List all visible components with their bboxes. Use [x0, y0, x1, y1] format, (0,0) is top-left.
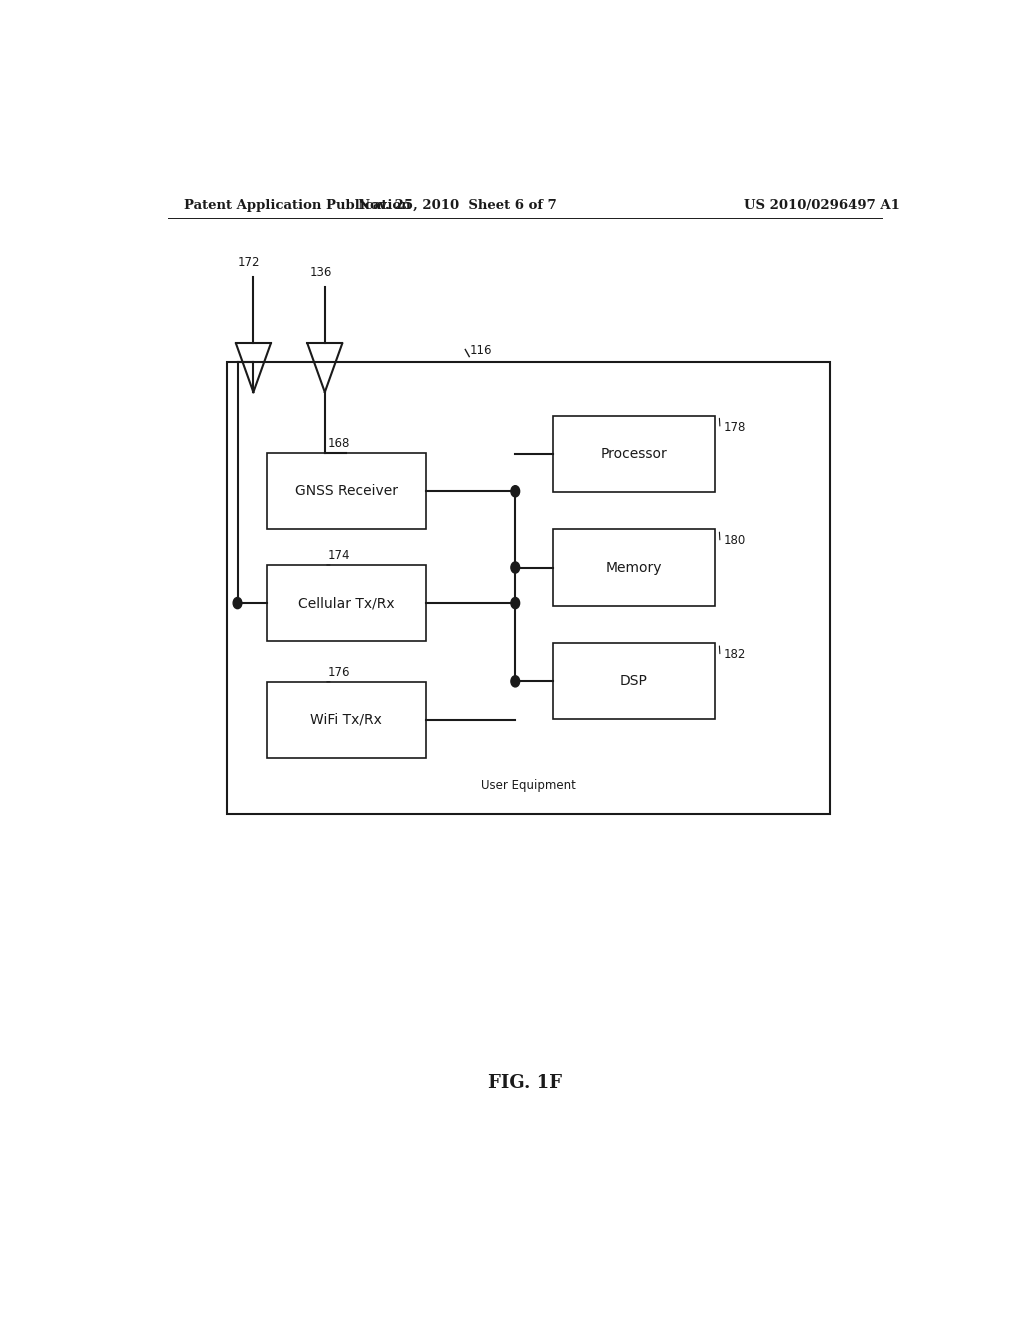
Text: GNSS Receiver: GNSS Receiver	[295, 484, 397, 498]
Bar	[267, 682, 426, 758]
Text: Memory: Memory	[605, 561, 663, 574]
Text: Cellular Tx/Rx: Cellular Tx/Rx	[298, 597, 394, 610]
Text: FIG. 1F: FIG. 1F	[487, 1074, 562, 1093]
Text: 116: 116	[469, 343, 492, 356]
Text: 172: 172	[239, 256, 261, 269]
Bar	[267, 453, 426, 529]
Bar	[267, 565, 426, 642]
Text: WiFi Tx/Rx: WiFi Tx/Rx	[310, 713, 382, 727]
Text: DSP: DSP	[620, 675, 648, 688]
Text: User Equipment: User Equipment	[481, 779, 577, 792]
Circle shape	[511, 676, 519, 686]
Text: US 2010/0296497 A1: US 2010/0296497 A1	[744, 198, 900, 211]
Text: 180: 180	[723, 535, 745, 548]
Bar	[227, 362, 830, 814]
Bar	[553, 529, 715, 606]
Text: Processor: Processor	[600, 446, 668, 461]
Bar	[553, 643, 715, 719]
Text: Patent Application Publication: Patent Application Publication	[183, 198, 411, 211]
Bar	[553, 416, 715, 492]
Text: 176: 176	[328, 665, 349, 678]
Text: 174: 174	[328, 549, 349, 562]
Text: 182: 182	[723, 648, 745, 661]
Circle shape	[511, 598, 519, 609]
Text: 136: 136	[309, 267, 332, 280]
Text: Nov. 25, 2010  Sheet 6 of 7: Nov. 25, 2010 Sheet 6 of 7	[358, 198, 557, 211]
Circle shape	[511, 562, 519, 573]
Circle shape	[233, 598, 242, 609]
Text: 178: 178	[723, 421, 745, 434]
Text: 168: 168	[328, 437, 349, 450]
Circle shape	[511, 486, 519, 496]
